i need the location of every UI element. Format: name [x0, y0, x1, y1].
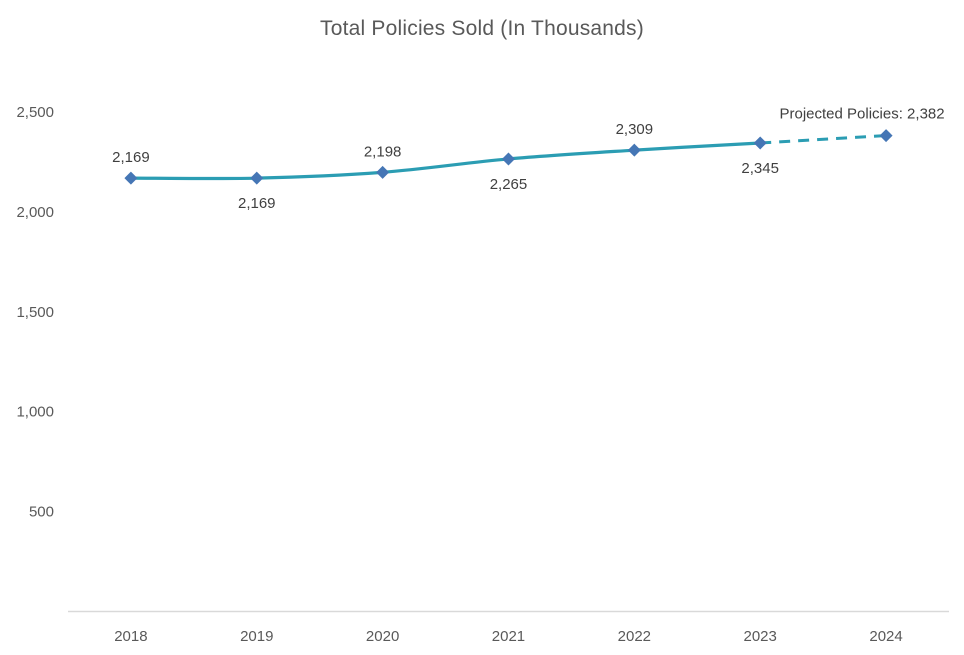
data-point-marker-2023 [753, 136, 767, 150]
y-axis-tick-label: 1,000 [16, 404, 54, 421]
y-axis-tick-label: 2,500 [16, 104, 54, 121]
data-label-2018: 2,169 [112, 149, 150, 166]
data-point-marker-2019 [250, 171, 264, 185]
x-axis-tick-label-2024: 2024 [869, 628, 902, 645]
x-axis-tick-label-2022: 2022 [618, 628, 651, 645]
data-label-2019: 2,169 [238, 195, 276, 212]
data-label-2022: 2,309 [616, 121, 654, 138]
y-axis-tick-label: 500 [29, 504, 54, 521]
y-axis-tick-label: 2,000 [16, 204, 54, 221]
data-label-2020: 2,198 [364, 143, 402, 160]
x-axis-tick-label-2018: 2018 [114, 628, 147, 645]
projection-line [760, 134, 887, 145]
data-point-marker-2020 [376, 165, 390, 179]
projection-annotation: Projected Policies: 2,382 [780, 106, 945, 123]
data-point-marker-2022 [627, 143, 641, 157]
chart-title: Total Policies Sold (In Thousands) [320, 17, 644, 40]
series-line [129, 141, 762, 181]
x-axis-tick-label-2023: 2023 [744, 628, 777, 645]
data-point-marker-2024 [879, 129, 893, 143]
data-label-2021: 2,265 [490, 176, 528, 193]
y-axis-tick-label: 1,500 [16, 304, 54, 321]
x-axis-tick-label-2020: 2020 [366, 628, 399, 645]
data-point-marker-2021 [501, 152, 515, 166]
data-point-marker-2018 [124, 171, 138, 185]
x-axis-tick-label-2019: 2019 [240, 628, 273, 645]
data-label-2023: 2,345 [741, 160, 779, 177]
x-axis-tick-label-2021: 2021 [492, 628, 525, 645]
